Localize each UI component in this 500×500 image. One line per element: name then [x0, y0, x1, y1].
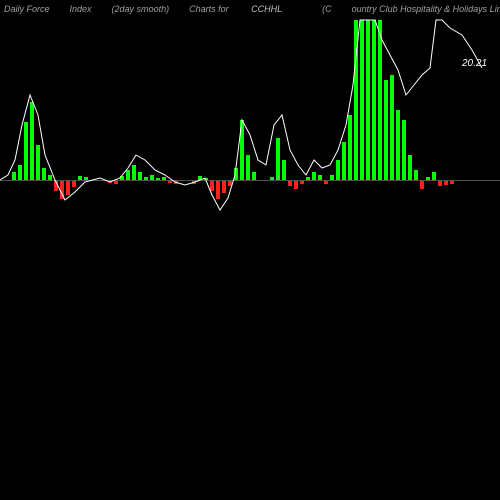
current-value-label: 20.21	[462, 58, 487, 69]
company-name: ountry Club Hospitality & Holidays Lim	[352, 4, 500, 14]
title-2: Index	[70, 4, 92, 14]
title-1: Daily Force	[4, 4, 50, 14]
price-line-overlay	[0, 20, 500, 240]
paren-open: (C	[322, 4, 332, 14]
force-index-chart: 20.21	[0, 20, 500, 240]
ticker-symbol: CCHHL	[251, 4, 282, 14]
price-path	[0, 20, 482, 210]
chart-header: Daily Force Index (2day smooth) Charts f…	[4, 4, 496, 14]
smooth-label: (2day smooth)	[112, 4, 170, 14]
charts-for: Charts for CCHHL	[189, 4, 302, 14]
